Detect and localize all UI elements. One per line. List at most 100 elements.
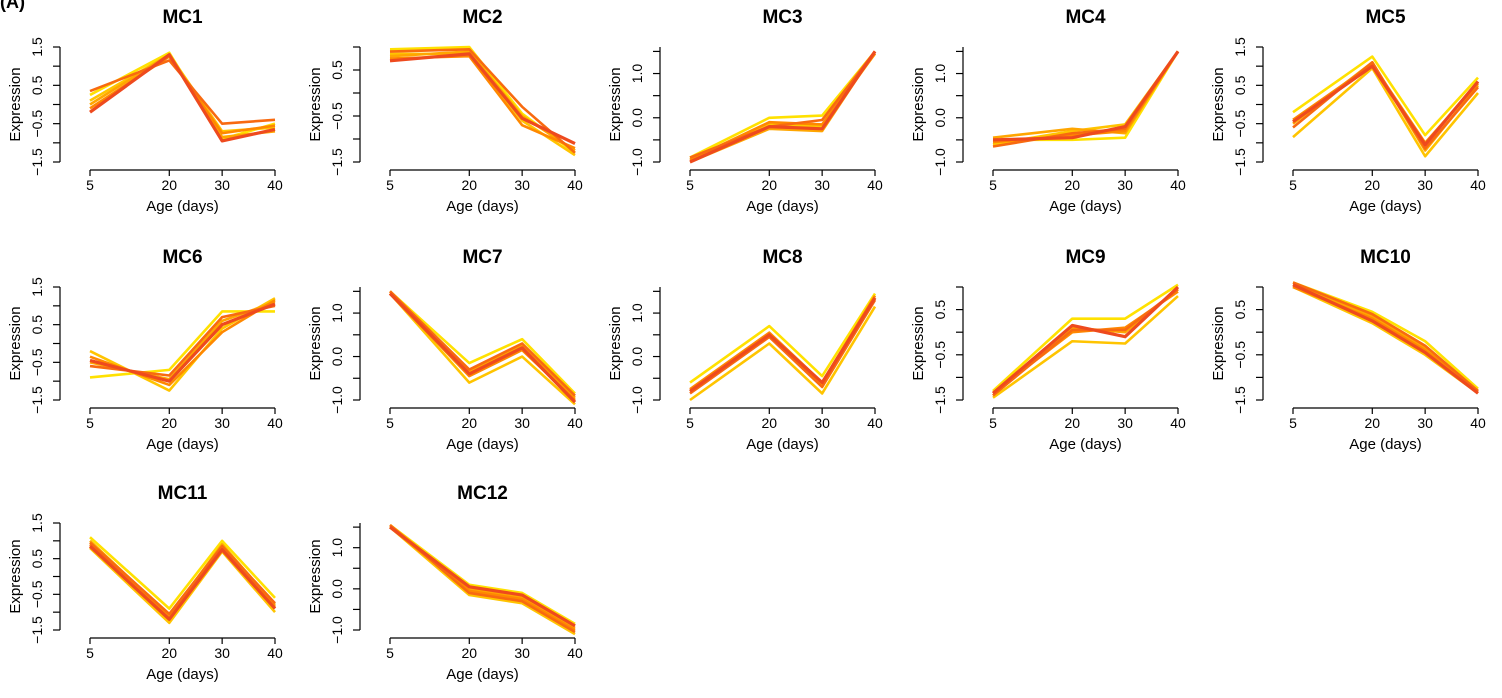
y-tick-label: 1.0 <box>629 64 645 84</box>
x-tick-label: 30 <box>514 415 530 431</box>
panel-mc4: MC4 −1.0 0.0 1.0 Expression 5 20 30 40 Age (days) <box>910 7 1186 215</box>
panel-mc12: MC12 −1.0 0.0 1.0 Expression 5 20 30 40 Age (days… <box>307 483 583 683</box>
y-axis-label: Expression <box>607 306 624 380</box>
y-tick-label: −1.5 <box>29 148 45 176</box>
series-line <box>1292 281 1479 392</box>
x-axis-label: Age (days) <box>1349 436 1422 453</box>
series-line <box>389 290 576 397</box>
x-tick-label: 20 <box>761 415 777 431</box>
panel-mc7: MC7 −1.0 0.0 1.0 Expression 5 20 30 40 Age (days) <box>307 247 583 453</box>
panel-title: MC2 <box>462 7 502 28</box>
y-tick-label: −1.5 <box>29 386 45 414</box>
x-tick-label: 40 <box>267 645 283 661</box>
x-tick-label: 20 <box>161 177 177 193</box>
series-line <box>1292 285 1479 395</box>
series-line <box>89 541 276 616</box>
y-tick-label: 0.5 <box>29 75 45 95</box>
y-tick-label: 1.0 <box>932 64 948 84</box>
series-line <box>89 547 276 625</box>
panel-mc9: MC9 −1.5 −0.5 0.5 Expression 5 20 30 40 Age (days… <box>910 247 1186 453</box>
y-tick-label: −0.5 <box>29 110 45 138</box>
x-tick-label: 40 <box>1170 415 1186 431</box>
x-axis-label: Age (days) <box>1349 198 1422 215</box>
y-tick-label: −1.0 <box>629 386 645 414</box>
x-tick-label: 30 <box>1417 177 1433 193</box>
y-axis-label: Expression <box>1210 306 1227 380</box>
y-tick-label: 0.0 <box>629 108 645 128</box>
x-tick-label: 30 <box>214 177 230 193</box>
x-axis-label: Age (days) <box>446 436 519 453</box>
y-tick-label: −1.0 <box>629 148 645 176</box>
x-tick-label: 20 <box>461 645 477 661</box>
series-line <box>1292 64 1480 147</box>
x-tick-label: 5 <box>86 177 94 193</box>
x-tick-label: 20 <box>161 415 177 431</box>
x-tick-label: 40 <box>867 177 883 193</box>
x-axis-label: Age (days) <box>746 436 819 453</box>
series-line <box>991 285 1180 395</box>
y-axis-label: Expression <box>7 539 24 613</box>
y-tick-label: 1.5 <box>29 513 45 533</box>
x-tick-label: 30 <box>514 177 530 193</box>
x-axis-label: Age (days) <box>746 198 819 215</box>
series-line <box>389 52 576 146</box>
panel-title: MC7 <box>462 247 502 268</box>
y-tick-label: −1.5 <box>1232 386 1248 414</box>
x-tick-label: 30 <box>214 415 230 431</box>
x-axis-label: Age (days) <box>146 666 219 683</box>
series-line <box>992 50 1180 142</box>
y-tick-label: 0.5 <box>329 60 345 80</box>
x-tick-label: 20 <box>461 177 477 193</box>
series-line <box>389 524 576 634</box>
series-line <box>689 292 877 384</box>
panel-label: (A) <box>0 0 25 12</box>
x-tick-label: 20 <box>161 645 177 661</box>
y-tick-label: 0.0 <box>329 579 345 599</box>
x-tick-label: 40 <box>267 415 283 431</box>
y-tick-label: −0.5 <box>29 580 45 608</box>
x-tick-label: 30 <box>514 645 530 661</box>
y-tick-label: −1.0 <box>932 148 948 176</box>
y-tick-label: 1.5 <box>29 37 45 57</box>
series-line <box>689 50 877 159</box>
y-tick-label: 0.0 <box>329 347 345 367</box>
x-tick-label: 20 <box>461 415 477 431</box>
series-line <box>89 51 276 141</box>
panel-title: MC1 <box>162 7 203 28</box>
x-tick-label: 5 <box>989 177 997 193</box>
x-tick-label: 20 <box>1064 415 1080 431</box>
x-tick-label: 5 <box>1289 415 1297 431</box>
panel-mc1: MC1 −1.5 −0.5 0.5 1.5 Expression 5 20 30 40 Age (d… <box>7 7 283 215</box>
x-tick-label: 30 <box>814 177 830 193</box>
series-line <box>1292 285 1479 392</box>
x-tick-label: 20 <box>761 177 777 193</box>
panel-title: MC3 <box>762 7 802 28</box>
series-line <box>689 50 877 164</box>
series-line <box>389 526 576 636</box>
series-line <box>389 525 576 628</box>
y-tick-label: 1.0 <box>629 303 645 323</box>
y-tick-label: 1.5 <box>29 277 45 297</box>
x-tick-label: 5 <box>686 177 694 193</box>
panel-mc6: MC6 −1.5 −0.5 0.5 1.5 Expression 5 20 30 40 Age (d… <box>7 247 283 453</box>
y-tick-label: −0.5 <box>329 102 345 130</box>
series-line <box>389 292 576 406</box>
series-line <box>88 545 277 621</box>
x-tick-label: 40 <box>567 415 583 431</box>
y-axis-label: Expression <box>307 67 324 141</box>
y-tick-label: −1.0 <box>329 386 345 414</box>
panel-title: MC6 <box>162 247 202 268</box>
y-tick-label: 1.0 <box>329 538 345 558</box>
panel-mc10: MC10 −1.5 −0.5 0.5 Expression 5 20 30 40 Age (day… <box>1210 247 1486 453</box>
panel-mc2: MC2 −1.5 −0.5 0.5 Expression 5 20 30 40 Age (days… <box>307 7 583 215</box>
x-tick-label: 40 <box>1470 415 1486 431</box>
x-tick-label: 5 <box>686 415 694 431</box>
x-tick-label: 20 <box>1364 177 1380 193</box>
series-line <box>89 59 276 125</box>
series-line <box>89 53 276 139</box>
y-axis-label: Expression <box>307 539 324 613</box>
series-line <box>89 302 276 383</box>
y-tick-label: 0.0 <box>932 108 948 128</box>
x-axis-label: Age (days) <box>146 436 219 453</box>
